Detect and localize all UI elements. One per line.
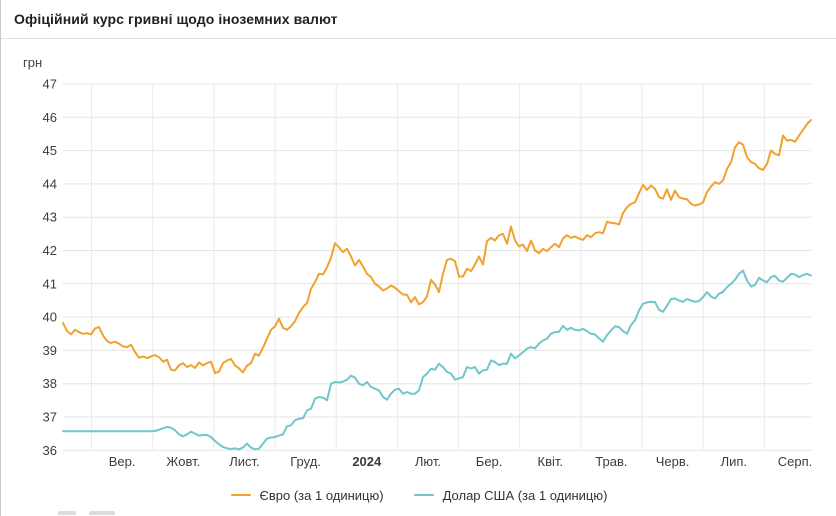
euro-line — [62, 119, 812, 374]
chart-title: Офіційний курс гривні щодо іноземних вал… — [14, 11, 338, 27]
y-tick-label: 38 — [43, 376, 57, 391]
y-tick-label: 46 — [43, 110, 57, 125]
x-tick-label: Вер. — [109, 454, 136, 469]
y-tick-label: 45 — [43, 143, 57, 158]
legend-item-usd[interactable]: Долар США (за 1 одиницю) — [413, 487, 608, 503]
legend-label-usd: Долар США (за 1 одиницю) — [442, 487, 608, 503]
line-chart-plot-area: 47 46 45 44 43 42 41 40 39 38 37 36 Вер. Жовт. Лист. Гр… — [43, 77, 813, 470]
y-tick-label: 44 — [43, 176, 57, 191]
y-tick-label: 36 — [43, 443, 57, 458]
y-tick-label: 39 — [43, 343, 57, 358]
y-axis-unit-label: грн — [23, 55, 43, 70]
euro-line-swatch-icon — [230, 494, 251, 496]
y-tick-label: 40 — [43, 310, 57, 325]
y-tick-label: 47 — [43, 77, 57, 92]
y-tick-label: 42 — [43, 243, 57, 258]
legend-item-euro[interactable]: Євро (за 1 одиницю) — [230, 487, 384, 503]
usd-line — [62, 269, 812, 451]
x-tick-label: Трав. — [595, 454, 627, 469]
usd-line-swatch-icon — [413, 494, 434, 496]
y-tick-label: 43 — [43, 210, 57, 225]
x-tick-label: Груд. — [290, 454, 321, 469]
x-tick-label: Жовт. — [166, 454, 200, 469]
y-tick-label: 41 — [43, 276, 57, 291]
y-tick-label: 37 — [43, 410, 57, 425]
x-tick-label: Лип. — [721, 454, 747, 469]
chart-legend: Євро (за 1 одиницю) Долар США (за 1 один… — [1, 483, 836, 507]
x-tick-label: Квіт. — [538, 454, 564, 469]
x-tick-label: Лист. — [229, 454, 259, 469]
x-tick-label: 2024 — [352, 454, 382, 469]
x-tick-label: Черв. — [656, 454, 690, 469]
legend-label-euro: Євро (за 1 одиницю) — [259, 487, 384, 503]
cutoff-text-fragment — [56, 511, 126, 516]
x-tick-label: Серп. — [778, 454, 813, 469]
x-tick-label: Лют. — [415, 454, 441, 469]
x-tick-label: Бер. — [476, 454, 503, 469]
chart-header: Офіційний курс гривні щодо іноземних вал… — [1, 0, 836, 39]
